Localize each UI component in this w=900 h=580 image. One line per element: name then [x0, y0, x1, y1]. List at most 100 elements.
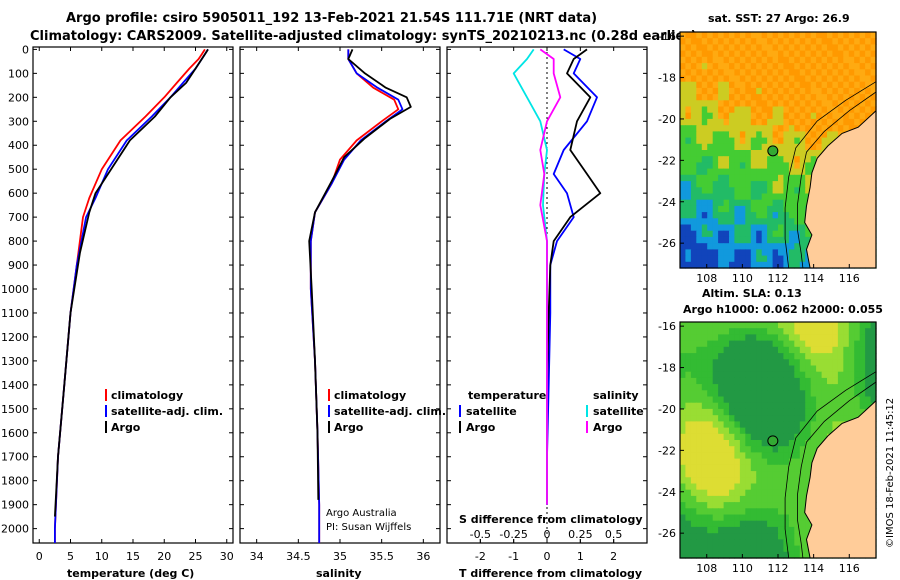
map-cell: [718, 212, 725, 219]
map-cell: [794, 249, 801, 257]
map-cell: [690, 255, 697, 263]
map-cell: [805, 87, 812, 95]
map-cell: [870, 56, 877, 64]
map-cell: [794, 526, 801, 534]
map-cell: [761, 75, 768, 83]
map-cell: [685, 415, 692, 422]
map-cell: [783, 421, 790, 429]
title-line-2: Climatology: CARS2009. Satellite-adjuste…: [30, 29, 697, 44]
map-cell: [772, 539, 779, 547]
map-cell: [739, 514, 746, 522]
map-cell: [772, 446, 779, 453]
map-cell: [734, 520, 741, 528]
map-cell: [696, 137, 703, 145]
map-cell: [767, 502, 774, 509]
map-cell: [756, 502, 763, 509]
map-cell: [761, 377, 768, 385]
map-cell: [690, 38, 697, 45]
map-cell: [712, 464, 719, 472]
map-cell: [750, 118, 757, 126]
map-cell: [707, 353, 714, 360]
map-cell: [832, 94, 839, 101]
map-cell: [701, 427, 708, 435]
map-cell: [729, 143, 735, 151]
map-cell: [805, 452, 812, 460]
map-cell: [750, 477, 757, 485]
map-cell: [729, 150, 735, 157]
map-cell: [761, 495, 768, 503]
map-cell: [778, 168, 784, 176]
map-cell: [734, 75, 741, 83]
map-cell: [772, 458, 779, 466]
map-cell: [718, 353, 725, 360]
map-cell: [707, 495, 714, 503]
map-cell: [690, 87, 697, 95]
map-cell: [690, 181, 697, 188]
map-cell: [794, 81, 801, 89]
map-cell: [685, 150, 692, 157]
y-tick-label: 200: [8, 91, 29, 104]
map-cell: [718, 137, 725, 145]
map-cell: [783, 384, 790, 391]
map-cell: [865, 81, 872, 89]
map-cell: [690, 63, 697, 70]
map-cell: [734, 514, 741, 522]
map-cell: [739, 371, 746, 379]
map-cell: [712, 87, 719, 95]
map-cell: [788, 328, 795, 335]
map-cell: [739, 69, 746, 77]
map-cell: [739, 224, 746, 232]
map-cell: [745, 433, 752, 441]
map-cell: [750, 458, 757, 466]
map-x-tick-label: 110: [732, 272, 753, 285]
map-cell: [827, 94, 833, 101]
map-cell: [810, 125, 817, 132]
map-cell: [767, 218, 774, 226]
map-cell: [794, 143, 801, 151]
map-cell: [772, 230, 779, 238]
map-cell: [680, 112, 686, 120]
map-cell: [696, 471, 703, 478]
map-cell: [712, 174, 719, 182]
map-cell: [756, 334, 763, 342]
map-cell: [756, 452, 763, 460]
map-cell: [767, 328, 774, 335]
map-cell: [690, 199, 697, 207]
map-cell: [690, 94, 697, 101]
map-cell: [848, 377, 855, 385]
map-cell: [745, 187, 752, 195]
map-cell: [750, 471, 757, 478]
map-cell: [734, 131, 741, 139]
map-cell: [712, 125, 719, 132]
map-cell: [685, 32, 692, 39]
map-cell: [685, 440, 692, 447]
map-cell: [761, 502, 768, 509]
map-cell: [729, 69, 735, 77]
map-cell: [794, 236, 801, 244]
map-cell: [756, 514, 763, 522]
map-cell: [712, 243, 719, 250]
map-cell: [690, 377, 697, 385]
map-cell: [827, 390, 833, 398]
map-cell: [788, 150, 795, 157]
map-cell: [761, 396, 768, 404]
map-cell: [810, 365, 817, 373]
map-cell: [718, 533, 725, 540]
map-cell: [680, 408, 686, 416]
map-cell: [723, 533, 730, 540]
imos-credit: ©IMOS 18-Feb-2021 11:45:12: [885, 398, 896, 548]
map-cell: [696, 81, 703, 89]
map-cell: [685, 199, 692, 207]
map-cell: [750, 230, 757, 238]
map-y-tick-label: -24: [658, 196, 676, 209]
map-cell: [827, 359, 833, 367]
map-cell: [734, 118, 741, 126]
map-cell: [794, 545, 801, 553]
map-cell: [843, 32, 850, 39]
map-cell: [729, 156, 735, 163]
map-cell: [690, 402, 697, 410]
map-cell: [685, 118, 692, 126]
map-cell: [799, 421, 806, 429]
map-cell: [756, 384, 763, 391]
map-cell: [854, 56, 861, 64]
